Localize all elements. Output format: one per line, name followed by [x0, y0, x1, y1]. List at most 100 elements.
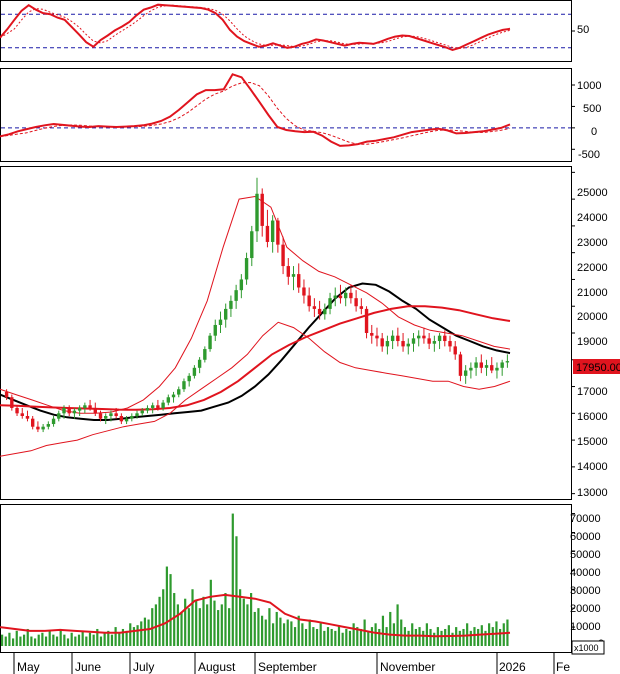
- volume-bar: [242, 598, 245, 646]
- candle-body: [83, 405, 87, 408]
- volume-bar: [253, 611, 256, 646]
- volume-unit-label: x1000: [574, 643, 599, 653]
- volume-bar: [337, 625, 341, 646]
- price-axis: 25000 24000 23000 22000 21000 20000 1900…: [577, 187, 608, 499]
- volume-bar: [37, 634, 40, 646]
- volume-bar: [451, 632, 454, 646]
- candle-body: [46, 424, 51, 427]
- last-price-marker: 17950.00: [573, 359, 620, 374]
- volume-bar: [176, 604, 179, 646]
- volume-bar: [191, 589, 194, 646]
- volume-bar: [389, 611, 392, 646]
- volume-bar: [147, 619, 150, 646]
- volume-bar: [334, 630, 337, 646]
- month-label: June: [75, 660, 101, 674]
- volume-bar: [363, 619, 366, 646]
- oscillator-signal-line: [0, 4, 511, 49]
- month-label: November: [380, 660, 435, 674]
- volume-bar: [246, 604, 249, 646]
- volume-bar: [275, 611, 278, 646]
- volume-average-line: [0, 593, 511, 638]
- price-panel: [0, 171, 575, 495]
- macd-panel-frame: [0, 68, 572, 162]
- candle-body: [328, 298, 332, 309]
- candle-body: [307, 295, 311, 307]
- candle-body: [474, 362, 478, 368]
- volume-bar: [444, 628, 447, 646]
- volume-bar: [66, 638, 70, 646]
- candle-body: [500, 362, 504, 368]
- candle-body: [458, 354, 463, 376]
- price-tick-label: 16000: [577, 411, 608, 423]
- volume-bar: [367, 630, 370, 646]
- candle-body: [323, 308, 327, 315]
- volume-bar: [19, 636, 22, 646]
- candle-body: [359, 306, 364, 309]
- candle-body: [427, 338, 431, 344]
- macd-signal-line: [0, 81, 511, 145]
- price-tick-label: 23000: [577, 237, 608, 249]
- oscillator-panel: [0, 3, 575, 52]
- volume-bar: [429, 628, 432, 646]
- volume-bar: [491, 627, 494, 646]
- month-label: September: [258, 660, 317, 674]
- volume-bar: [70, 632, 73, 646]
- volume-bar: [301, 623, 304, 646]
- candle-body: [72, 410, 77, 414]
- candle-body: [171, 394, 176, 398]
- volume-bar: [217, 610, 220, 646]
- volume-bar: [180, 611, 183, 646]
- candle-body: [390, 335, 395, 342]
- candle-body: [276, 220, 280, 245]
- oscillator-line: [0, 3, 511, 52]
- price-panel-frame: [0, 166, 572, 500]
- volume-bar: [422, 630, 425, 646]
- volume-bar: [304, 628, 308, 646]
- volume-bar: [143, 617, 147, 646]
- candle-body: [432, 341, 437, 344]
- volume-bar: [228, 608, 231, 646]
- candle-body: [286, 266, 290, 277]
- volume-bar: [169, 574, 172, 646]
- candle-body: [57, 413, 61, 419]
- volume-bar: [433, 632, 436, 646]
- candle-body: [406, 343, 410, 347]
- macd-panel: [0, 73, 575, 150]
- volume-bar: [26, 628, 29, 646]
- volume-bar: [257, 608, 260, 646]
- candle-body: [145, 407, 150, 411]
- candle-body: [119, 416, 124, 422]
- volume-bar: [396, 604, 399, 646]
- candle-body: [229, 300, 233, 309]
- volume-bar: [206, 604, 209, 646]
- volume-bar: [330, 628, 333, 646]
- volume-bar: [63, 634, 66, 646]
- candle-body: [208, 335, 212, 350]
- volume-bar: [341, 632, 344, 646]
- time-axis-ticks: [13, 653, 555, 674]
- candle-body: [490, 365, 494, 371]
- volume-bar: [154, 604, 157, 646]
- volume-bar: [81, 630, 84, 646]
- volume-bar: [132, 627, 136, 646]
- volume-axis: 70000 60000 50000 40000 30000 20000 1000…: [570, 513, 604, 650]
- price-tick-label: 25000: [577, 187, 608, 199]
- volume-bar: [502, 623, 505, 646]
- candle-body: [411, 338, 416, 344]
- candle-body: [187, 375, 191, 382]
- volume-bar: [315, 628, 319, 646]
- volume-tick-label: 40000: [570, 567, 601, 579]
- candle-body: [354, 298, 358, 307]
- volume-bar: [59, 628, 62, 646]
- volume-unit-box: x1000: [571, 640, 605, 655]
- candle-body: [422, 335, 426, 339]
- macd-line: [0, 73, 511, 147]
- volume-tick-label: 10000: [570, 621, 601, 633]
- candle-body: [495, 367, 499, 371]
- volume-bar: [378, 628, 381, 646]
- candle-body: [88, 405, 92, 408]
- volume-bar: [282, 623, 286, 646]
- volume-bar: [103, 632, 106, 646]
- candle-body: [343, 292, 348, 299]
- volume-bar: [312, 627, 315, 646]
